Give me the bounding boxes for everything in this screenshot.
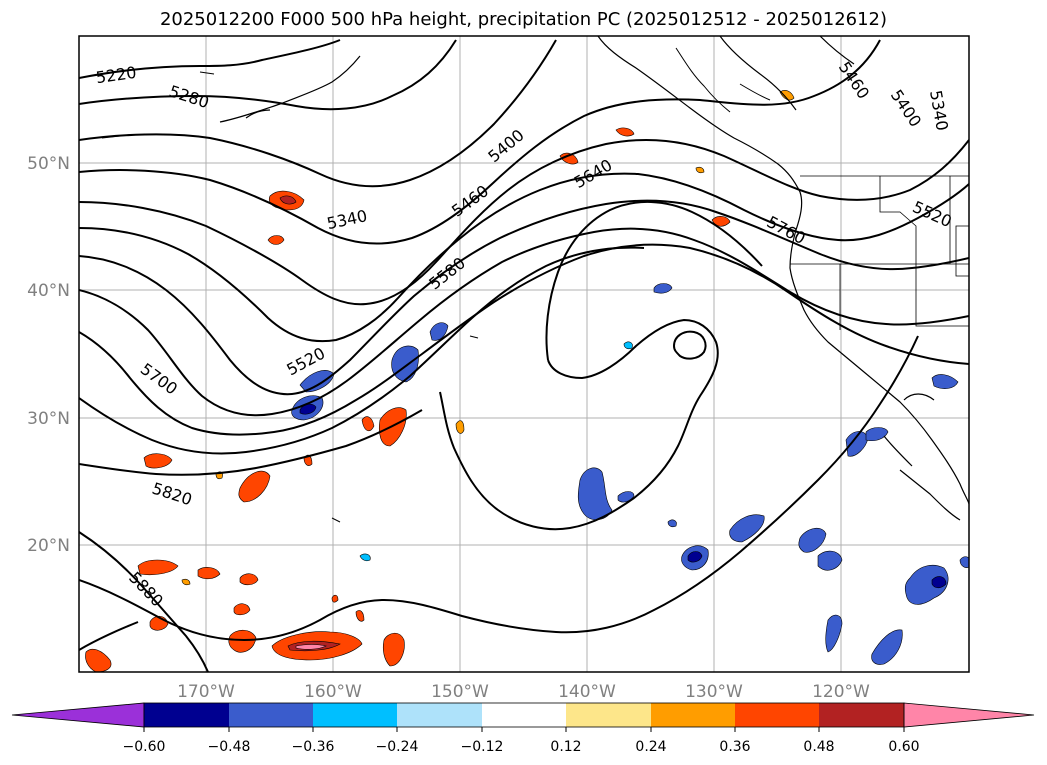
colorbar-tick-label: −0.12 (461, 739, 504, 755)
colorbar-tick-label: −0.36 (292, 739, 335, 755)
colorbar-tick-label: 0.24 (635, 739, 666, 755)
colorbar-bin (144, 703, 229, 727)
colorbar-bin (313, 703, 397, 727)
lat-label-20n: 20°N (27, 536, 70, 556)
graticule (79, 36, 969, 672)
colorbar-ticks (143, 727, 905, 732)
colorbar-bin (229, 703, 313, 727)
latitude-labels: 50°N 40°N 30°N 20°N (27, 154, 70, 556)
longitude-labels: 170°W 160°W 150°W 140°W 130°W 120°W (177, 682, 870, 702)
colorbar-bin (482, 703, 566, 727)
colorbar-extend-low (11, 702, 145, 728)
colorbar-tick-label: 0.36 (719, 739, 750, 755)
colorbar-bin (735, 703, 819, 727)
colorbar-bin (651, 703, 735, 727)
map-title: 2025012200 F000 500 hPa height, precipit… (159, 9, 888, 30)
colorbar-tick-label: −0.24 (376, 739, 419, 755)
lat-label-50n: 50°N (27, 154, 70, 174)
colorbar-extend-high (903, 702, 1035, 728)
lon-label-150w: 150°W (431, 682, 489, 702)
lon-label-120w: 120°W (812, 682, 870, 702)
colorbar-tick-label: 0.12 (550, 739, 581, 755)
colorbar-tick-label: 0.48 (803, 739, 834, 755)
lon-label-160w: 160°W (304, 682, 362, 702)
colorbar-bin (566, 703, 651, 727)
lat-label-40n: 40°N (27, 281, 70, 301)
map-frame (78, 35, 970, 673)
colorbar-tick-label: −0.60 (123, 739, 166, 755)
colorbar-bin (819, 703, 904, 727)
coastlines (219, 36, 969, 521)
lon-label-140w: 140°W (558, 682, 616, 702)
colorbar: −0.60 −0.48 −0.36 −0.24 −0.12 0.12 0.24 … (11, 702, 1035, 755)
precip-negative-areas (291, 283, 969, 665)
height-contours (79, 39, 969, 672)
colorbar-tick-label: −0.48 (208, 739, 251, 755)
colorbar-bin (397, 703, 482, 727)
lon-label-130w: 130°W (685, 682, 743, 702)
lon-label-170w: 170°W (177, 682, 235, 702)
colorbar-tick-label: 0.60 (888, 739, 919, 755)
lat-label-30n: 30°N (27, 409, 70, 429)
